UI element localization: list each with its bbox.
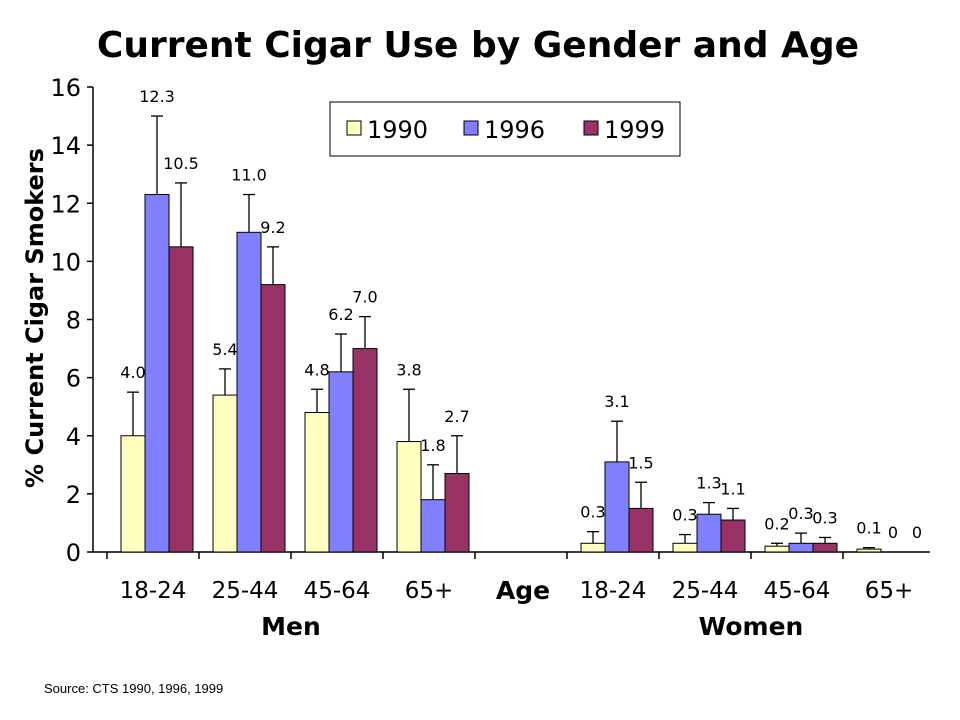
- data-label: 3.8: [396, 360, 421, 379]
- bar-1996: [328, 371, 354, 553]
- data-label: 4.8: [304, 360, 329, 379]
- x-tick-label: 45-64: [304, 578, 371, 604]
- y-tick-label: 14: [50, 132, 81, 160]
- bar-1999: [812, 542, 838, 553]
- legend-swatch-1990: [346, 120, 362, 136]
- x-tick-label: 25-44: [672, 578, 739, 604]
- y-tick-label: 6: [66, 365, 81, 393]
- bar-1990: [672, 542, 698, 553]
- bar-1990: [764, 545, 790, 553]
- bar-1990: [396, 441, 422, 553]
- group-label: Women: [699, 612, 804, 641]
- y-tick-label: 16: [50, 74, 81, 102]
- data-label: 0.3: [580, 503, 605, 522]
- data-label: 0.3: [788, 504, 813, 523]
- data-label: 0.3: [672, 506, 697, 525]
- x-tick-label: 18-24: [580, 578, 647, 604]
- x-tick-label: 65+: [865, 578, 914, 604]
- data-label: 0.3: [812, 508, 837, 527]
- bar-1999: [260, 284, 286, 553]
- data-label: 7.0: [352, 288, 377, 307]
- data-label: 0.2: [764, 514, 789, 533]
- data-labels: 4.05.44.8 3.80.3 0.3 0.2 0.112.311.06.21.83.…: [120, 87, 922, 542]
- legend-swatch-1996: [463, 120, 479, 136]
- bar-1990: [212, 394, 238, 553]
- data-label: 9.2: [260, 218, 285, 237]
- legend-label: 1996: [484, 116, 545, 144]
- bar-1990: [304, 412, 330, 553]
- data-label: 5.4: [212, 340, 237, 359]
- data-label: 11.0: [231, 166, 267, 185]
- y-axis: 0 2 4 6 8 10 12 14 16: [50, 74, 94, 567]
- data-label: 1.8: [420, 436, 445, 455]
- bar-1999: [168, 246, 194, 553]
- legend-label: 1990: [367, 116, 428, 144]
- data-label: 0: [912, 523, 922, 542]
- source-note: Source: CTS 1990, 1996, 1999: [44, 681, 224, 696]
- bar-1990: [120, 435, 146, 553]
- y-tick-label: 12: [50, 190, 81, 218]
- legend: 1990 1996 1999: [329, 101, 681, 157]
- data-label: 3.1: [604, 392, 629, 411]
- data-label: 0.1: [856, 519, 881, 538]
- y-tick-label: 0: [66, 539, 81, 567]
- y-tick-label: 10: [50, 248, 81, 276]
- y-tick-label: 8: [66, 307, 81, 335]
- x-axis-label: Age: [496, 576, 550, 605]
- chart-title: Current Cigar Use by Gender and Age: [97, 25, 859, 66]
- bar-1996: [696, 513, 722, 553]
- data-label: 0: [888, 523, 898, 542]
- bar-1990: [856, 548, 882, 553]
- y-tick-label: 2: [66, 481, 81, 509]
- bar-1996: [788, 542, 814, 553]
- y-tick-label: 4: [66, 423, 81, 451]
- data-label: 1.1: [720, 479, 745, 498]
- x-tick-label: 25-44: [212, 578, 279, 604]
- legend-label: 1999: [604, 116, 665, 144]
- data-label: 6.2: [328, 305, 353, 324]
- data-label: 12.3: [139, 87, 175, 106]
- data-label: 1.3: [696, 474, 721, 493]
- x-tick-label: 65+: [405, 578, 454, 604]
- data-label: 4.0: [120, 363, 145, 382]
- bars: [120, 194, 882, 553]
- bar-1999: [720, 519, 746, 553]
- bar-1996: [604, 461, 630, 553]
- legend-box: [329, 101, 681, 157]
- x-tick-label: 45-64: [764, 578, 831, 604]
- bar-1996: [236, 231, 262, 553]
- data-label: 2.7: [444, 407, 469, 426]
- data-label: 10.5: [163, 154, 199, 173]
- error-bars: [127, 115, 875, 550]
- legend-swatch-1999: [583, 120, 599, 136]
- bar-1996: [144, 194, 170, 553]
- bar-1990: [580, 542, 606, 553]
- bar-1996: [420, 499, 446, 553]
- group-label: Men: [261, 612, 321, 641]
- y-axis-label: % Current Cigar Smokers: [21, 148, 49, 488]
- x-tick-label: 18-24: [120, 578, 187, 604]
- bar-1999: [352, 348, 378, 553]
- bar-1999: [628, 507, 654, 553]
- data-label: 1.5: [628, 453, 653, 472]
- bar-1999: [444, 473, 470, 553]
